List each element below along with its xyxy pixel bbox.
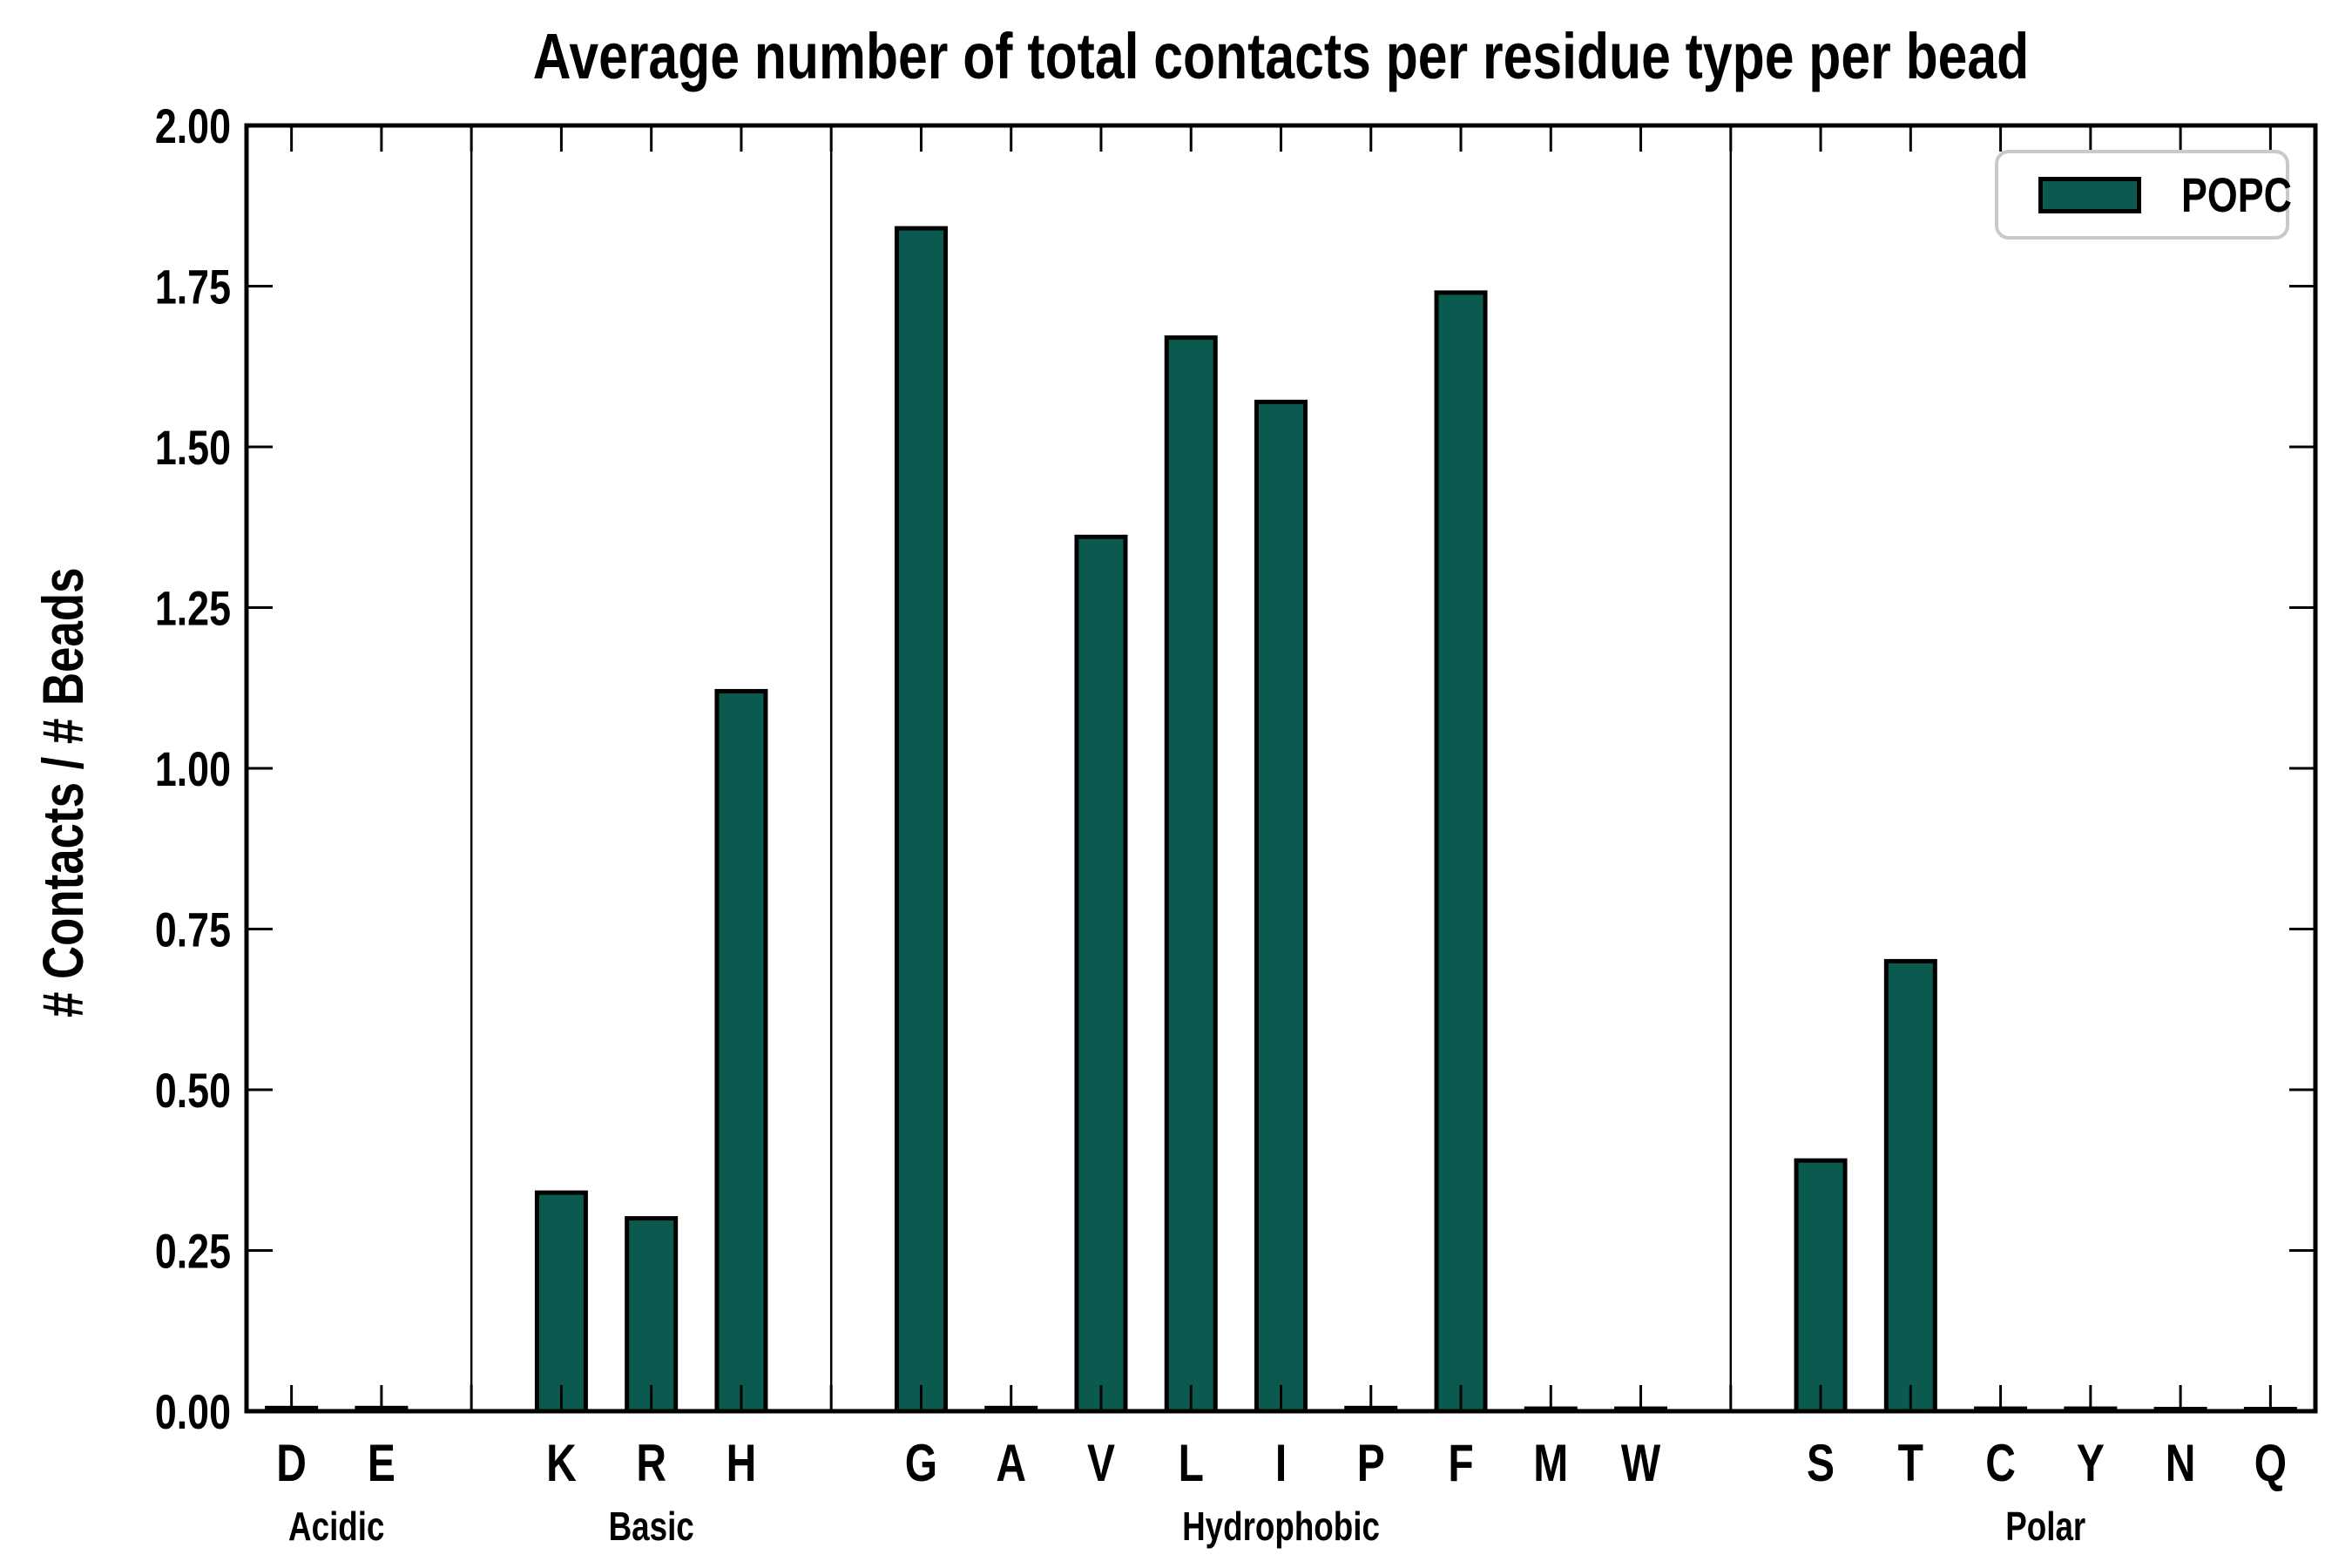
bar-F: [1434, 290, 1488, 1414]
x-tick-label: I: [1275, 1434, 1287, 1492]
x-tick-label: G: [905, 1434, 937, 1492]
y-tick-label: 1.50: [155, 420, 231, 475]
x-tick-label: F: [1448, 1434, 1473, 1492]
x-tick-label: K: [546, 1434, 577, 1492]
x-tick-label: T: [1898, 1434, 1923, 1492]
bar-V: [1074, 534, 1128, 1414]
bar-R: [625, 1216, 679, 1414]
group-label: Hydrophobic: [1182, 1504, 1380, 1549]
y-tick-label: 1.25: [155, 581, 231, 636]
chart-title: Average number of total contacts per res…: [532, 20, 2030, 92]
bar-S: [1794, 1158, 1848, 1414]
x-tick-label: L: [1179, 1434, 1204, 1492]
y-tick-label: 0.25: [155, 1224, 231, 1279]
y-tick-label: 0.75: [155, 902, 231, 957]
y-tick-label: 1.75: [155, 260, 231, 314]
x-tick-label: Q: [2254, 1434, 2287, 1492]
x-tick-label: W: [1621, 1434, 1661, 1492]
bar-G: [894, 226, 948, 1414]
group-label: Basic: [609, 1504, 694, 1549]
x-tick-label: Y: [2077, 1434, 2105, 1492]
y-tick-label: 1.00: [155, 741, 231, 796]
x-tick-label: A: [996, 1434, 1026, 1492]
bar-K: [534, 1190, 588, 1414]
y-tick-label: 0.00: [155, 1384, 231, 1439]
legend: POPC: [1995, 150, 2292, 240]
group-label: Polar: [2005, 1504, 2085, 1549]
group-label: Acidic: [288, 1504, 384, 1549]
x-tick-label: R: [636, 1434, 666, 1492]
bar-H: [714, 688, 768, 1414]
legend-color-swatch: [2038, 176, 2141, 213]
bar-L: [1164, 335, 1218, 1414]
x-tick-label: S: [1807, 1434, 1835, 1492]
x-tick-label: M: [1533, 1434, 1568, 1492]
x-tick-label: D: [276, 1434, 307, 1492]
y-tick-label: 0.50: [155, 1063, 231, 1118]
bar-I: [1254, 399, 1308, 1414]
x-tick-label: V: [1087, 1434, 1115, 1492]
bar-T: [1883, 958, 1937, 1414]
x-tick-label: P: [1357, 1434, 1385, 1492]
y-tick-label: 2.00: [155, 98, 231, 153]
x-tick-label: C: [1985, 1434, 2016, 1492]
x-tick-label: H: [727, 1434, 757, 1492]
x-tick-label: N: [2166, 1434, 2196, 1492]
x-tick-label: E: [368, 1434, 395, 1492]
legend-series-label: POPC: [2181, 167, 2292, 222]
